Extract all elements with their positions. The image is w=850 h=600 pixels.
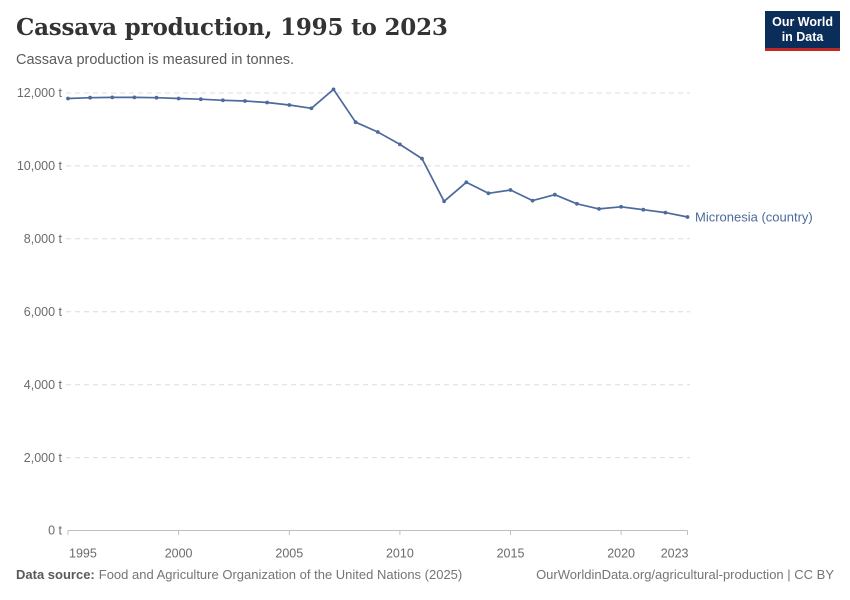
owid-logo-line1: Our World [772,15,833,29]
data-point[interactable] [663,210,668,215]
y-axis-label: 10,000 t [17,159,63,173]
data-point[interactable] [597,207,601,211]
y-axis-label: 8,000 t [24,232,63,246]
x-axis-label: 1995 [69,547,97,561]
data-point[interactable] [66,96,70,101]
x-axis-label: 2000 [165,547,193,561]
x-axis-label: 2023 [661,547,689,561]
x-axis-label: 2020 [607,547,635,561]
data-point[interactable] [88,95,92,100]
chart-subtitle: Cassava production is measured in tonnes… [16,52,295,68]
data-point[interactable] [464,180,469,185]
series-line[interactable] [67,88,689,218]
data-point[interactable] [110,95,115,100]
data-point[interactable] [243,99,247,103]
series-label[interactable]: Micronesia (country) [695,210,813,225]
data-point[interactable] [420,156,424,161]
data-point[interactable] [265,100,269,105]
footer-source: Data source: Food and Agriculture Organiz… [16,567,462,582]
data-point[interactable] [221,98,225,103]
data-point[interactable] [154,95,159,100]
y-axis-label: 4,000 t [24,378,63,392]
footer-source-label: Data source: [16,567,95,582]
data-point[interactable] [132,95,137,100]
data-point[interactable] [508,188,513,192]
data-point[interactable] [575,201,579,206]
data-point[interactable] [619,204,623,209]
x-axis-label: 2015 [497,547,525,561]
data-point[interactable] [375,130,380,134]
owid-logo[interactable]: Our World in Data [765,11,840,51]
y-axis-label: 6,000 t [24,305,63,319]
data-point[interactable] [176,96,181,101]
chart-footer: Data source: Food and Agriculture Organiz… [16,567,834,582]
x-axis-label: 2010 [386,547,414,561]
data-point[interactable] [486,191,491,196]
footer-link[interactable]: OurWorldinData.org/agricultural-producti… [536,567,834,582]
data-point[interactable] [641,207,646,212]
footer-source-text: Food and Agriculture Organization of the… [98,567,463,582]
y-axis-label: 0 t [48,524,62,538]
x-axis-label: 2005 [275,547,303,561]
y-axis-label: 12,000 t [17,86,63,100]
data-point[interactable] [309,106,314,111]
data-point[interactable] [442,199,446,204]
data-point[interactable] [530,198,535,203]
data-point[interactable] [287,103,292,107]
data-point[interactable] [353,120,358,125]
data-point[interactable] [198,97,203,102]
data-point[interactable] [685,215,690,219]
data-point[interactable] [398,142,402,147]
data-point[interactable] [331,87,336,92]
page-title: Cassava production, 1995 to 2023 [16,14,448,41]
owid-logo-line2: in Data [781,30,824,44]
data-point[interactable] [552,192,557,197]
y-axis-label: 2,000 t [24,451,63,465]
